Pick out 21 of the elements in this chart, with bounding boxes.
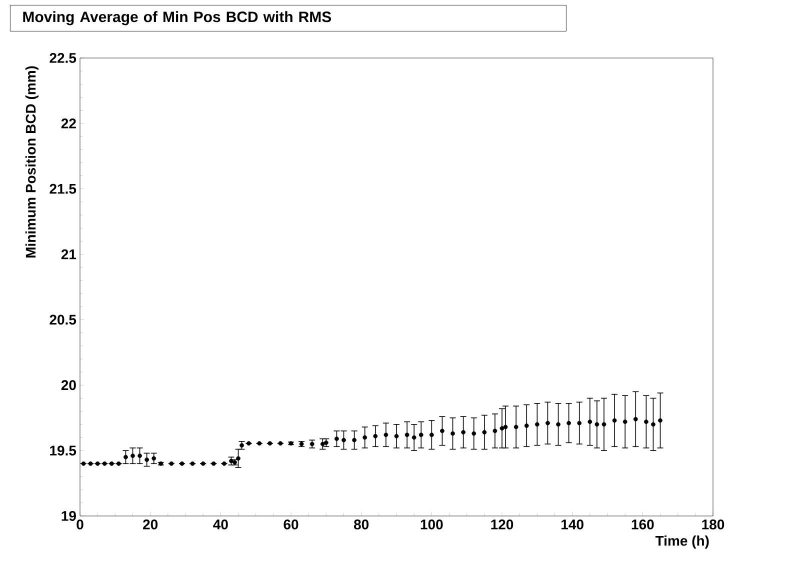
y-axis-title: Minimum Position BCD (mm) (25, 66, 38, 258)
y-tick-label: 21.5 (50, 184, 76, 194)
y-tick-label: 19.5 (50, 446, 76, 456)
chart-title: Moving Average of Min Pos BCD with RMS (23, 11, 332, 26)
y-tick-label: 19 (62, 511, 76, 521)
x-tick-label: 0 (76, 520, 84, 530)
y-tick-label: 22.5 (50, 53, 76, 63)
x-tick-label: 60 (284, 520, 298, 530)
x-tick-label: 160 (632, 520, 654, 530)
y-tick-label: 22 (61, 118, 76, 128)
x-axis-title: Time (h) (655, 536, 709, 549)
y-tick-label: 21 (61, 249, 76, 260)
y-tick-label: 20.5 (50, 314, 76, 325)
x-tick-label: 180 (702, 520, 724, 530)
x-tick-label: 20 (143, 520, 158, 530)
x-tick-label: 80 (354, 520, 369, 530)
x-tick-label: 40 (213, 520, 228, 530)
x-tick-label: 140 (562, 520, 584, 530)
x-tick-label: 120 (491, 520, 514, 530)
x-tick-label: 100 (420, 520, 443, 530)
y-tick-label: 20 (61, 380, 76, 390)
